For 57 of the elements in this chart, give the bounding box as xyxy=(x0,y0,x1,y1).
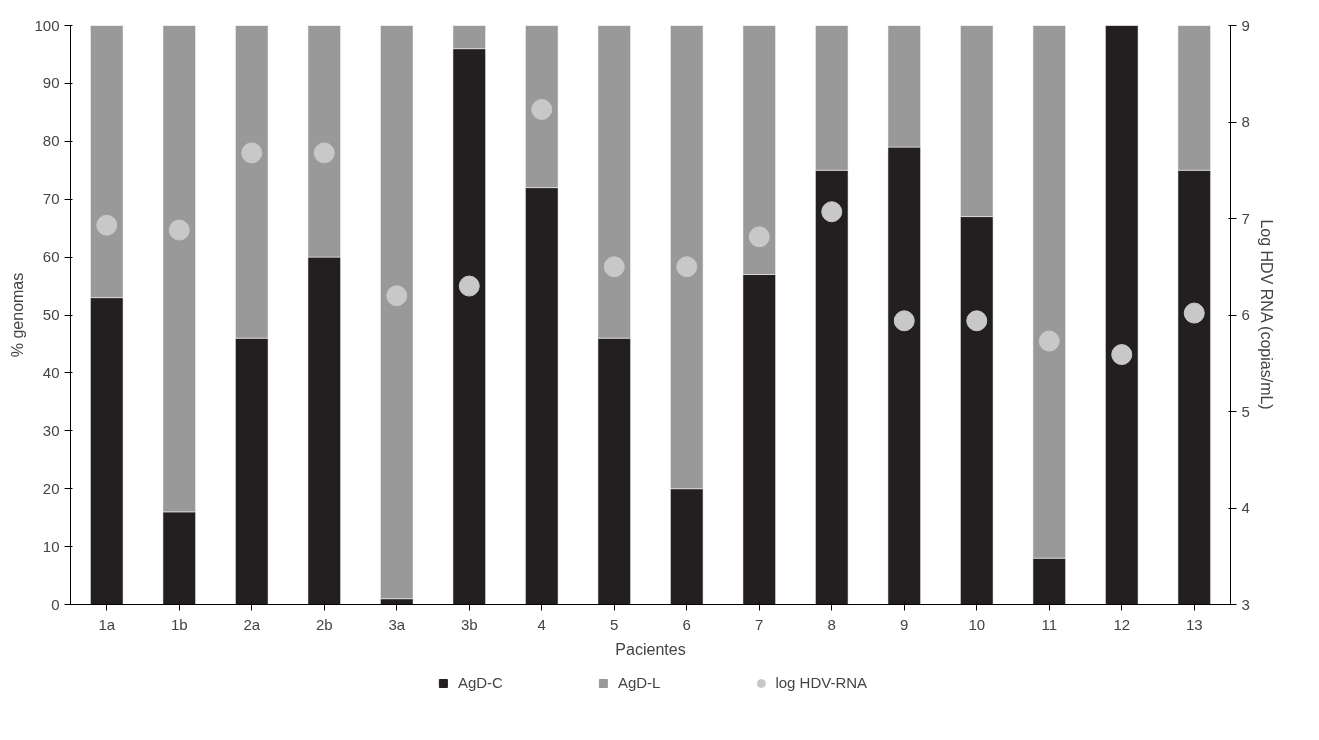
point xyxy=(531,98,553,120)
x-tick-label: 10 xyxy=(968,615,986,633)
x-tick-label: 11 xyxy=(1041,615,1058,633)
y-tick-label: 40 xyxy=(42,363,60,381)
point xyxy=(821,201,843,223)
y2-tick-label: 6 xyxy=(1241,306,1250,323)
x-tick-label: 5 xyxy=(610,615,619,633)
x-tick-label: 13 xyxy=(1185,615,1203,633)
x-tick-label: 3a xyxy=(388,615,406,633)
y-tick-label: 90 xyxy=(42,74,60,92)
x-tick-label: 7 xyxy=(755,615,764,633)
point xyxy=(966,310,988,332)
point xyxy=(676,256,698,278)
point xyxy=(603,256,625,278)
x-tick-label: 12 xyxy=(1113,615,1131,633)
y2-axis-title: Log HDV RNA (copias/mL) xyxy=(1257,219,1275,410)
y-tick-label: 70 xyxy=(42,190,60,208)
legend-label: log HDV-RNA xyxy=(775,674,868,691)
y2-tick-label: 3 xyxy=(1241,595,1250,613)
y2-tick-label: 4 xyxy=(1241,499,1250,516)
y2-tick-label: 8 xyxy=(1241,113,1250,130)
y2-tick-label: 7 xyxy=(1241,209,1250,227)
x-tick-label: 2a xyxy=(243,615,261,633)
x-tick-label: 3b xyxy=(460,615,478,633)
y-tick-label: 10 xyxy=(42,537,60,555)
y2-tick-label: 5 xyxy=(1241,402,1250,420)
y-tick-label: 80 xyxy=(42,132,60,150)
x-axis-title: Pacientes xyxy=(615,640,686,658)
y2-tick-label: 9 xyxy=(1241,16,1250,34)
legend-label: AgD-L xyxy=(617,674,661,691)
y-tick-label: 100 xyxy=(34,16,60,34)
y-axis-title: % genomas xyxy=(9,272,27,358)
y-tick-label: 60 xyxy=(42,248,60,266)
y-tick-label: 30 xyxy=(42,421,60,439)
x-tick-label: 1b xyxy=(170,615,188,633)
point xyxy=(893,310,915,332)
point xyxy=(168,219,190,241)
point xyxy=(386,285,408,307)
y-tick-label: 0 xyxy=(51,595,60,613)
point xyxy=(241,142,263,164)
x-tick-label: 1a xyxy=(98,615,116,633)
point xyxy=(748,226,770,248)
point xyxy=(458,275,480,297)
legend-label: AgD-C xyxy=(457,674,503,691)
y-tick-label: 20 xyxy=(42,479,60,497)
point xyxy=(1111,344,1133,366)
x-tick-label: 9 xyxy=(900,615,909,633)
x-tick-label: 6 xyxy=(682,615,691,633)
point xyxy=(1038,330,1060,352)
point xyxy=(1183,302,1205,324)
point xyxy=(313,142,335,164)
bar xyxy=(1105,25,1139,605)
x-tick-label: 8 xyxy=(827,615,836,633)
point xyxy=(96,214,118,236)
x-tick-label: 2b xyxy=(315,615,333,633)
x-tick-label: 4 xyxy=(537,615,546,633)
y-tick-label: 50 xyxy=(42,306,60,323)
